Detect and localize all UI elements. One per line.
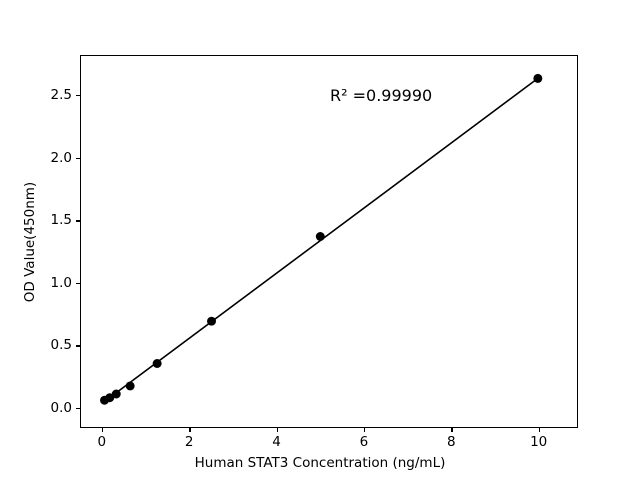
y-tick-label: 0.0 [50,399,72,416]
x-tick-label: 6 [359,434,369,450]
y-tick-mark [76,95,80,97]
x-tick-mark [276,428,278,432]
y-tick-label: 1.0 [50,274,72,291]
x-tick-mark [538,428,540,432]
x-tick-label: 4 [272,434,281,450]
y-tick-mark [76,157,80,159]
data-point [315,232,325,241]
data-point [207,316,217,326]
y-tick-mark [76,220,80,222]
x-axis-label: Human STAT3 Concentration (ng/mL) [194,455,446,471]
y-tick-label: 2.5 [50,87,72,104]
y-tick-label: 0.5 [50,337,72,354]
data-point [533,73,543,83]
data-point [111,389,121,399]
data-point [152,359,162,368]
x-tick-mark [451,428,453,432]
plot-area [80,55,578,428]
x-tick-label: 0 [97,434,107,450]
x-tick-label: 10 [530,434,548,450]
y-tick-label: 1.5 [50,212,72,229]
data-point [105,393,115,403]
data-point [125,381,135,391]
r-squared-annotation: R² =0.99990 [330,86,433,105]
x-tick-mark [363,428,366,432]
x-tick-label: 2 [184,434,194,450]
y-tick-mark [76,407,80,410]
y-axis-label-wrapper: OD Value(450nm) [0,0,40,480]
y-tick-label: 2.0 [50,149,72,166]
x-tick-label: 8 [447,434,456,450]
y-axis-label: OD Value(450nm) [22,181,38,303]
data-points-group [100,73,543,405]
x-tick-mark [189,428,191,432]
y-tick-mark [76,345,80,347]
plot-canvas [100,73,543,405]
x-tick-mark [101,428,104,432]
y-tick-mark [76,282,80,285]
